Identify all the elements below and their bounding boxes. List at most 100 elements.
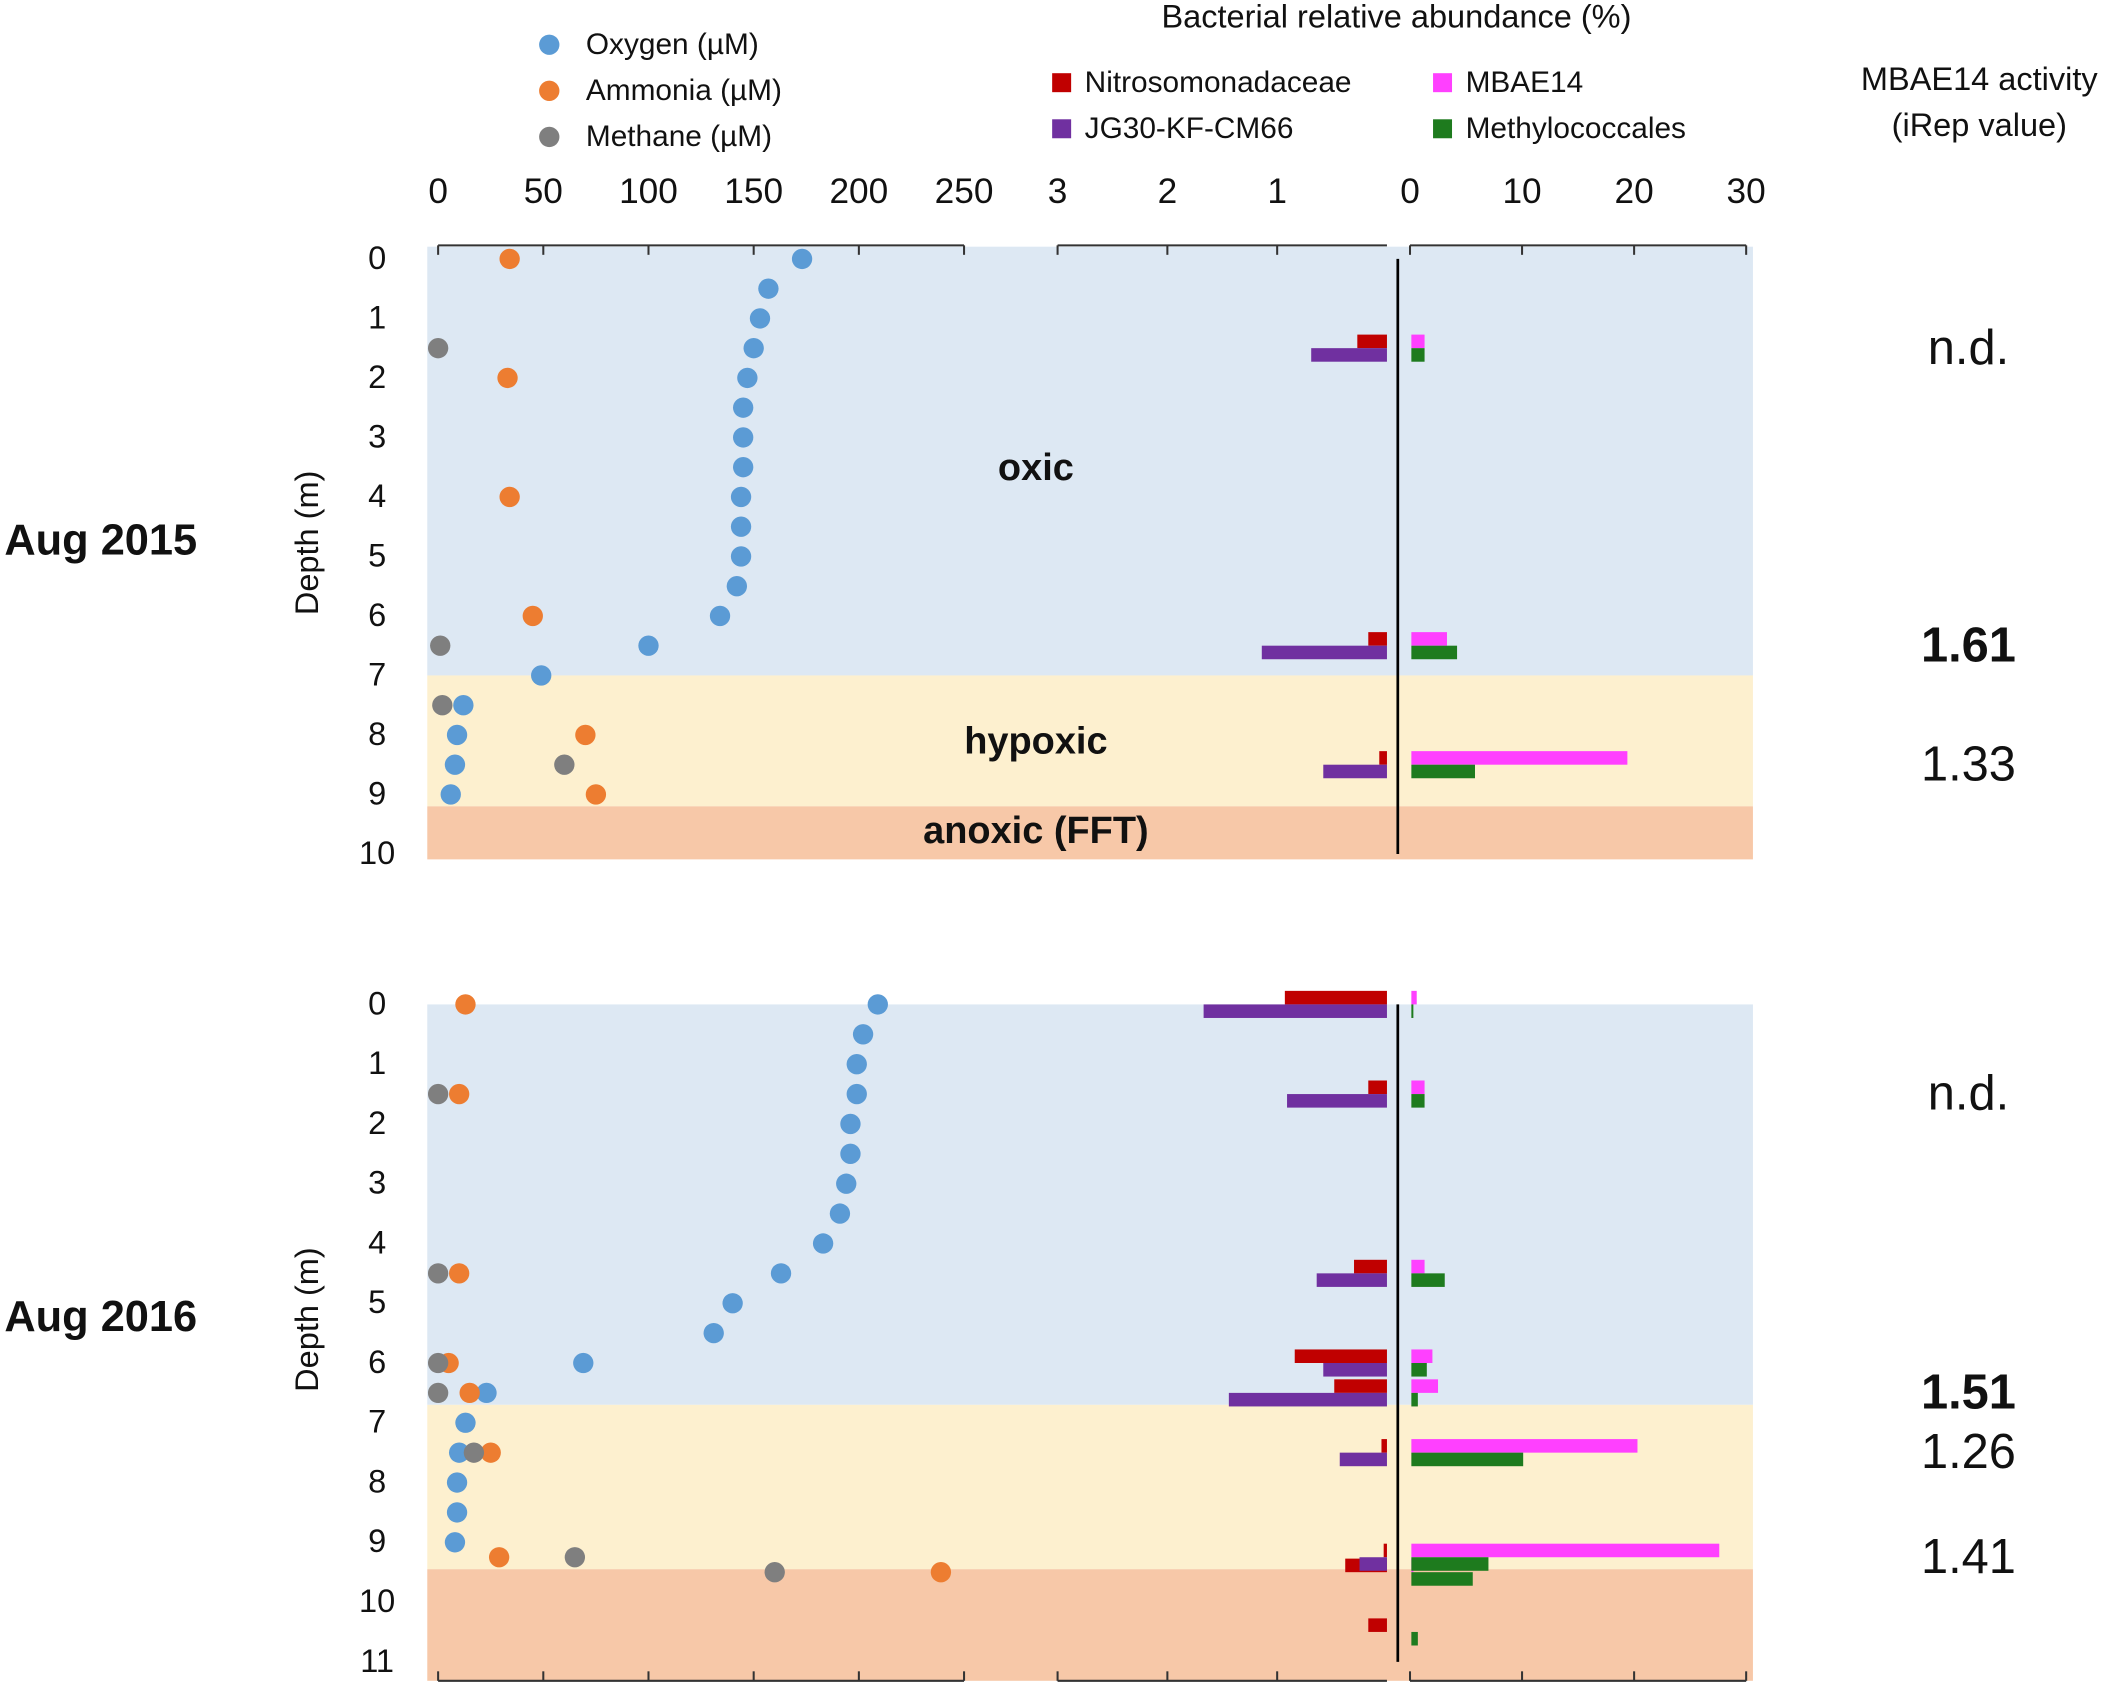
- bar: [1411, 764, 1475, 779]
- point: [575, 724, 596, 746]
- legend-label: Nitrosomonadaceae: [1085, 66, 1352, 99]
- bar: [1411, 1452, 1524, 1467]
- point: [840, 1113, 861, 1135]
- legend-label: MBAE14: [1466, 66, 1584, 99]
- panel-label: Aug 2015: [4, 516, 197, 564]
- bar: [1334, 1379, 1387, 1393]
- point: [444, 1532, 466, 1553]
- x-tick-label: 100: [619, 172, 678, 211]
- activity-value: 1.51: [1921, 1365, 2016, 1419]
- y-tick-label: 5: [368, 537, 386, 573]
- zone: [427, 806, 1753, 860]
- point: [709, 605, 731, 627]
- point: [453, 695, 474, 716]
- zone-label: oxic: [998, 447, 1074, 489]
- point: [427, 1382, 449, 1404]
- bar: [1359, 1557, 1387, 1571]
- point: [573, 1352, 594, 1374]
- point: [737, 367, 758, 389]
- zone: [427, 675, 1753, 807]
- x2-tick-label: 20: [1615, 172, 1654, 211]
- point: [764, 1562, 785, 1583]
- point: [791, 248, 813, 270]
- x2-tick-label: 10: [1502, 172, 1541, 211]
- bar: [1203, 1004, 1387, 1018]
- bar: [1411, 1572, 1473, 1586]
- point: [812, 1233, 834, 1254]
- x-tick-label: 250: [935, 172, 994, 211]
- point: [732, 397, 754, 418]
- point: [836, 1173, 857, 1194]
- point: [427, 1263, 449, 1284]
- activity-title: (iRep value): [1892, 107, 2067, 143]
- point: [476, 1382, 497, 1404]
- bar: [1411, 1439, 1638, 1453]
- activity-value: 1.61: [1921, 618, 2016, 672]
- point: [749, 308, 771, 329]
- bar: [1287, 1094, 1387, 1108]
- point: [730, 486, 752, 508]
- x2-tick-label: 0: [1400, 172, 1420, 211]
- point: [444, 754, 466, 775]
- zone-label: hypoxic: [964, 721, 1107, 763]
- y-tick-label: 6: [368, 597, 386, 633]
- zone: [427, 1569, 1753, 1681]
- y-tick-label: 8: [368, 1463, 386, 1499]
- bar: [1411, 1543, 1720, 1558]
- point: [531, 665, 552, 686]
- chart-title: Bacterial relative abundance (%): [1161, 0, 1631, 35]
- activity-value: 1.33: [1921, 737, 2016, 791]
- bar: [1284, 990, 1387, 1005]
- point: [455, 1412, 476, 1433]
- bar: [1368, 632, 1387, 646]
- point: [703, 1322, 724, 1344]
- y-tick-label: 3: [368, 1165, 386, 1201]
- point: [743, 337, 764, 359]
- bar: [1379, 751, 1387, 765]
- y-axis-label: Depth (m): [289, 471, 325, 616]
- x-tick-label: 150: [724, 172, 783, 211]
- legend-marker: [1433, 73, 1453, 93]
- point: [730, 516, 752, 537]
- activity-value: n.d.: [1928, 321, 2009, 375]
- y-tick-label: 8: [368, 716, 386, 752]
- bar: [1354, 1259, 1387, 1274]
- point: [726, 576, 748, 597]
- point: [732, 457, 754, 478]
- bar: [1411, 1273, 1445, 1287]
- zone: [427, 1404, 1753, 1570]
- y-tick-label: 2: [368, 359, 386, 395]
- point: [497, 367, 518, 389]
- bar: [1411, 1379, 1439, 1393]
- point: [427, 337, 449, 359]
- y-tick-label: 10: [359, 1583, 395, 1619]
- x-tick-label: 50: [524, 172, 563, 211]
- y-tick-label: 6: [368, 1344, 386, 1380]
- y-tick-label: 3: [368, 418, 386, 454]
- y-tick-label: 4: [368, 478, 386, 514]
- bar: [1411, 1094, 1425, 1108]
- y-tick-label: 0: [368, 985, 386, 1021]
- legend-label: Ammonia (µM): [586, 74, 782, 107]
- y-tick-label: 2: [368, 1105, 386, 1141]
- bar: [1411, 334, 1425, 349]
- point: [427, 1352, 449, 1374]
- point: [480, 1442, 501, 1463]
- point: [829, 1203, 851, 1224]
- point: [638, 635, 659, 656]
- bar: [1323, 1363, 1387, 1377]
- point: [758, 278, 779, 299]
- legend-marker: [539, 34, 560, 55]
- point: [448, 1083, 470, 1105]
- point: [730, 546, 752, 567]
- point: [770, 1263, 792, 1284]
- x-tick-label: 3: [1048, 172, 1068, 211]
- bar: [1411, 632, 1447, 646]
- bar: [1294, 1349, 1387, 1364]
- bar: [1411, 1080, 1425, 1095]
- bar: [1411, 348, 1425, 362]
- legend-marker: [1052, 73, 1072, 93]
- point: [427, 1083, 449, 1105]
- point: [430, 635, 451, 656]
